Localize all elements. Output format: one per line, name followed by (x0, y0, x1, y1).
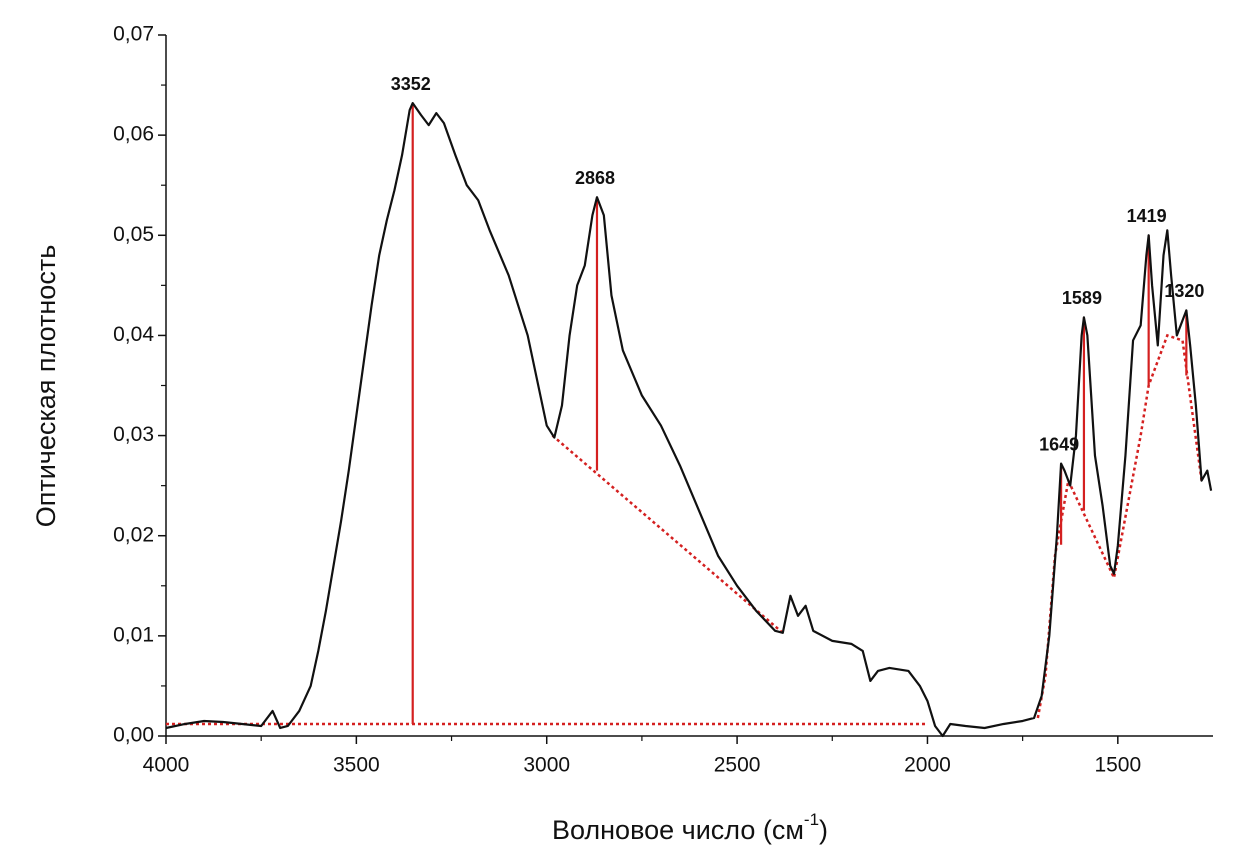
x-axis-label: Волновое число (см-1) (552, 810, 828, 845)
peak-label: 1419 (1127, 206, 1167, 226)
spectrum-line (165, 102, 1213, 738)
y-tick-label: 0,01 (113, 623, 154, 646)
peak-label: 2868 (575, 168, 615, 188)
y-tick-label: 0,02 (113, 523, 154, 546)
x-axis-label-sup: -1 (804, 810, 819, 829)
x-axis-label-end: ) (819, 815, 828, 845)
peak-label: 3352 (391, 74, 431, 94)
y-tick-label: 0,06 (113, 123, 154, 146)
baseline (551, 434, 784, 634)
y-tick-label: 0,04 (113, 323, 154, 346)
y-axis-label: Оптическая плотность (31, 245, 61, 528)
x-tick-label: 4000 (143, 754, 190, 777)
x-tick-label: 1500 (1094, 754, 1141, 777)
peak-label: 1589 (1062, 288, 1102, 308)
y-tick-label: 0,05 (113, 223, 154, 246)
x-axis-label-main: Волновое число (см (552, 815, 804, 845)
peak-label: 1320 (1164, 281, 1204, 301)
peak-label: 1649 (1039, 434, 1079, 454)
x-tick-label: 3000 (523, 754, 570, 777)
y-tick-label: 0,03 (113, 423, 154, 446)
x-tick-label: 3500 (333, 754, 380, 777)
x-tick-label: 2500 (714, 754, 761, 777)
y-tick-label: 0,00 (113, 724, 154, 747)
y-tick-label: 0,07 (113, 23, 154, 46)
x-tick-label: 2000 (904, 754, 951, 777)
